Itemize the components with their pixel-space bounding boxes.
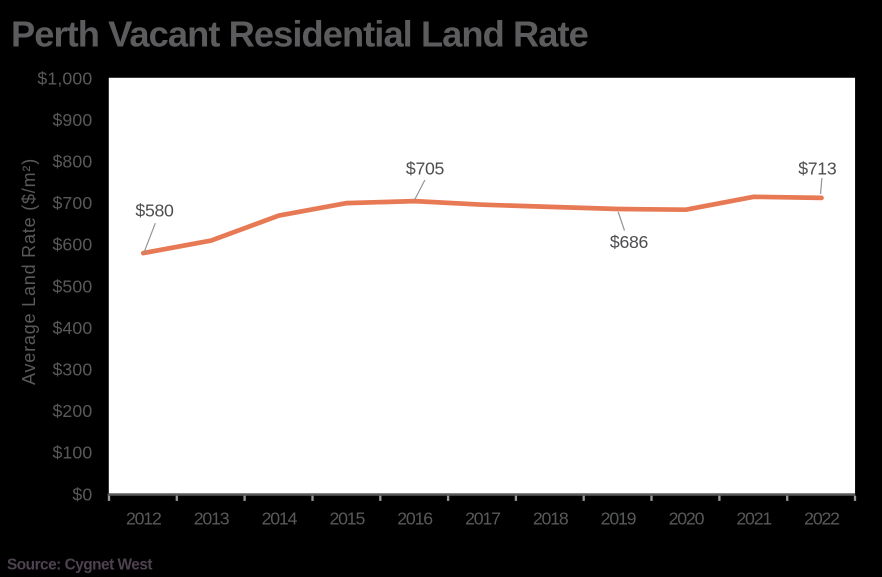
svg-text:$800: $800 — [52, 152, 92, 172]
svg-text:$713: $713 — [798, 159, 837, 179]
svg-text:2022: 2022 — [804, 508, 839, 528]
svg-text:$300: $300 — [52, 360, 92, 380]
svg-text:2021: 2021 — [736, 508, 771, 528]
svg-text:2018: 2018 — [533, 508, 569, 528]
svg-text:2012: 2012 — [126, 508, 161, 528]
svg-text:$686: $686 — [610, 232, 649, 252]
svg-text:$500: $500 — [52, 276, 92, 296]
svg-text:2020: 2020 — [669, 508, 705, 528]
svg-text:2015: 2015 — [329, 508, 365, 528]
svg-text:$400: $400 — [52, 318, 92, 338]
svg-text:$200: $200 — [52, 401, 92, 421]
svg-text:$0: $0 — [72, 484, 92, 504]
svg-text:$580: $580 — [135, 201, 174, 221]
svg-text:$705: $705 — [406, 158, 445, 178]
svg-text:2013: 2013 — [194, 508, 230, 528]
svg-text:Average Land Rate ($/m²): Average Land Rate ($/m²) — [19, 158, 39, 385]
svg-text:$700: $700 — [52, 193, 92, 213]
svg-text:$1,000: $1,000 — [37, 68, 92, 88]
svg-text:$900: $900 — [52, 110, 92, 130]
svg-text:2016: 2016 — [397, 508, 433, 528]
svg-text:Perth Vacant Residential Land: Perth Vacant Residential Land Rate — [11, 14, 588, 55]
svg-text:2019: 2019 — [601, 508, 636, 528]
svg-text:Source: Cygnet West: Source: Cygnet West — [7, 556, 152, 573]
svg-text:2014: 2014 — [262, 508, 298, 528]
svg-text:$600: $600 — [52, 235, 92, 255]
svg-text:$100: $100 — [52, 443, 92, 463]
svg-text:2017: 2017 — [465, 508, 500, 528]
